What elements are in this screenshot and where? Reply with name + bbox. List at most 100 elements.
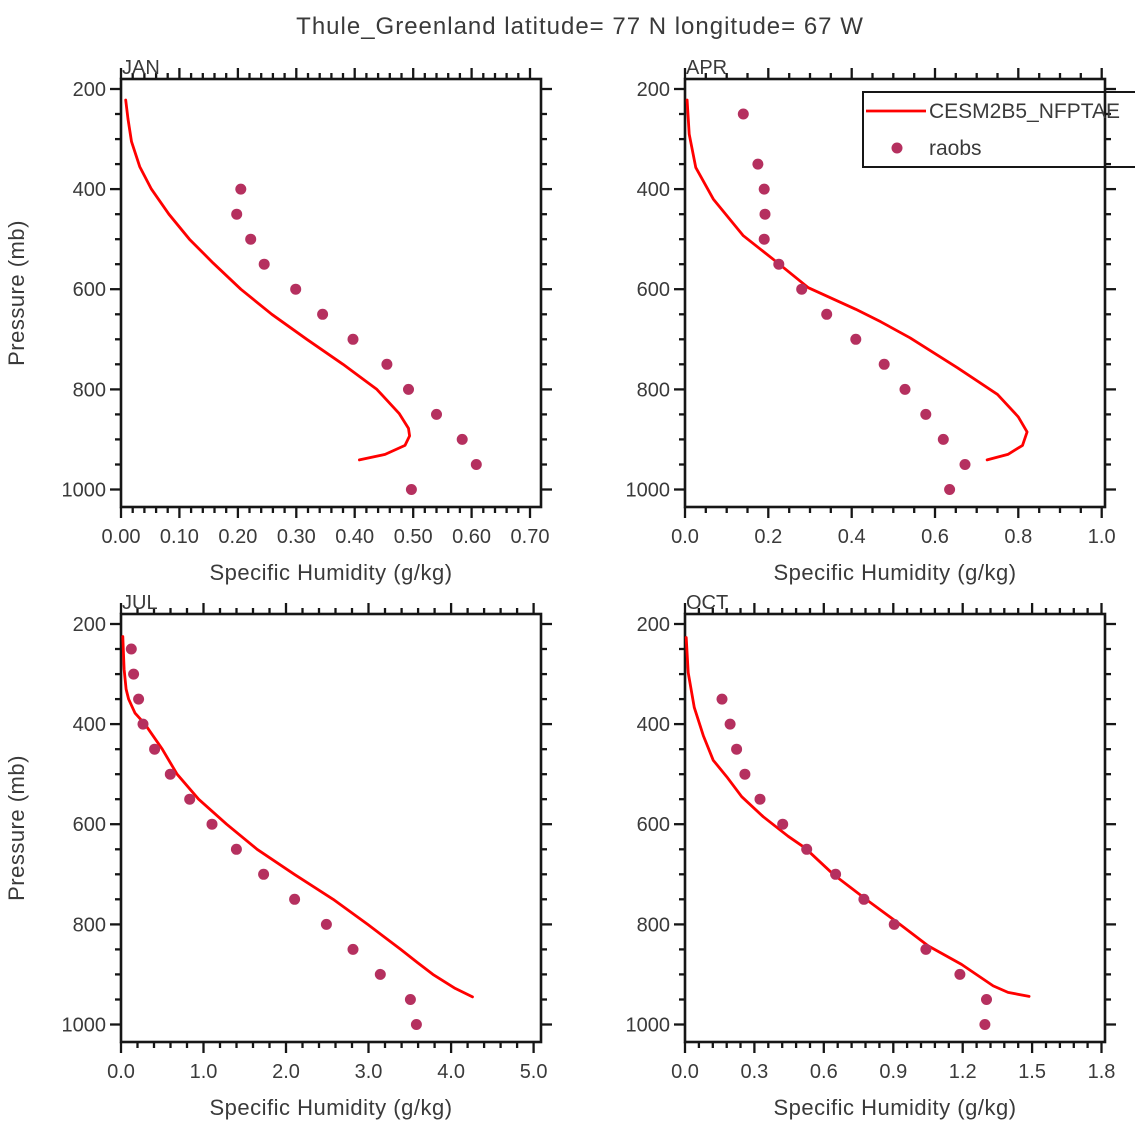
raobs-point: [858, 893, 870, 905]
x-tick-label: 1.0: [190, 1061, 218, 1083]
x-tick-label: 0.60: [452, 526, 491, 548]
y-tick-label: 400: [637, 714, 670, 736]
raobs-point: [830, 868, 842, 880]
model-line-apr: [685, 98, 1029, 462]
y-tick-label: 600: [637, 814, 670, 836]
raobs-point: [878, 358, 890, 370]
panel-month-label: JUL: [122, 592, 158, 614]
raobs-point: [920, 408, 932, 420]
y-tick-label: 800: [637, 914, 670, 936]
raobs-point: [206, 818, 218, 830]
raobs-point: [899, 383, 911, 395]
raobs-point: [754, 793, 766, 805]
y-tick-label: 1000: [626, 1015, 671, 1037]
x-axis-title: Specific Humidity (g/kg): [209, 560, 452, 585]
x-tick-label: 0.50: [394, 526, 433, 548]
raobs-point: [959, 459, 971, 470]
panel-apr: 200 400 600 800 1000 0.0 0.2 0.4 0.6 0.8 1.0 APR Spe…: [626, 57, 1116, 585]
raobs-point: [410, 1019, 422, 1030]
raobs-point: [125, 643, 137, 655]
x-tick-label: 0.0: [107, 1061, 135, 1083]
x-tick-label: 0.40: [335, 526, 374, 548]
x-tick-label: 0.2: [754, 526, 782, 548]
x-tick-label: 0.6: [810, 1061, 838, 1083]
raobs-point: [758, 233, 770, 245]
x-tick-label: 5.0: [520, 1061, 548, 1083]
raobs-point: [317, 308, 329, 320]
raobs-point: [716, 693, 728, 705]
panels-group: 200 400 600 800 1000 0.00 0.10 0.20 0.30 0.40 0.50…: [62, 57, 1116, 1120]
raobs-point: [431, 408, 442, 420]
x-tick-label: 0.3: [740, 1061, 768, 1083]
panel-month-label: APR: [686, 57, 727, 79]
raobs-point: [737, 108, 749, 120]
y-tick-label: 400: [73, 179, 106, 201]
y-tick-label: 800: [637, 379, 670, 401]
x-tick-label: 1.2: [949, 1061, 977, 1083]
raobs-point: [128, 668, 140, 680]
x-tick-label: 0.70: [511, 526, 550, 548]
raobs-point: [164, 768, 176, 780]
model-line-jul: [121, 635, 474, 999]
raobs-point: [796, 283, 808, 295]
y-tick-label: 1000: [62, 1015, 107, 1037]
legend-box: [862, 91, 1135, 168]
y-tick-label: 200: [73, 79, 106, 101]
y-tick-label: 600: [637, 279, 670, 301]
panel-jan: 200 400 600 800 1000 0.00 0.10 0.20 0.30 0.40 0.50…: [62, 57, 552, 585]
raobs-point: [777, 818, 789, 830]
raobs-point: [405, 484, 417, 495]
x-axis-title: Specific Humidity (g/kg): [773, 560, 1016, 585]
raobs-point: [850, 333, 862, 345]
y-tick-label: 400: [73, 714, 106, 736]
raobs-point: [347, 333, 359, 345]
y-tick-label: 1000: [626, 480, 671, 502]
raobs-point: [944, 484, 956, 495]
raobs-point: [235, 183, 247, 195]
raobs-point: [149, 743, 161, 755]
y-tick-label: 600: [73, 279, 106, 301]
y-tick-label: 200: [637, 614, 670, 636]
raobs-point: [137, 718, 149, 730]
y-tick-label: 600: [73, 814, 106, 836]
raobs-point: [290, 283, 302, 295]
plot-frame: [683, 77, 1107, 509]
raobs-point: [739, 768, 751, 780]
raobs-point: [731, 743, 743, 755]
raobs-point: [347, 943, 359, 955]
raobs-point: [133, 693, 145, 705]
x-tick-label: 0.0: [671, 526, 699, 548]
x-tick-label: 4.0: [437, 1061, 465, 1083]
raobs-point: [759, 208, 771, 220]
raobs-point: [920, 943, 932, 955]
raobs-point: [801, 843, 813, 855]
x-tick-label: 0.20: [218, 526, 257, 548]
raobs-point: [404, 994, 416, 1005]
x-tick-label: 2.0: [272, 1061, 300, 1083]
y-tick-label: 1000: [62, 480, 107, 502]
panel-jul: 200 400 600 800 1000 0.0 1.0 2.0 3.0 4.0 5.0 JUL Spe…: [62, 592, 552, 1120]
x-tick-label: 0.00: [102, 526, 141, 548]
legend-label-model: CESM2B5_NFPTAE: [929, 100, 1120, 123]
plot-frame: [119, 612, 543, 1044]
figure-title: Thule_Greenland latitude= 77 N longitude…: [296, 13, 864, 40]
raobs-point: [245, 233, 257, 245]
raobs-point: [258, 258, 270, 270]
x-tick-label: 0.10: [160, 526, 199, 548]
plot-frame: [119, 77, 543, 509]
x-axis-title: Specific Humidity (g/kg): [773, 1095, 1016, 1120]
raobs-point: [403, 383, 414, 395]
raobs-point: [821, 308, 833, 320]
raobs-point: [773, 258, 785, 270]
raobs-point: [258, 868, 270, 880]
raobs-point: [981, 994, 992, 1005]
x-tick-label: 0.8: [1004, 526, 1032, 548]
y-tick-label: 800: [73, 914, 106, 936]
raobs-point: [289, 893, 301, 905]
raobs-point: [230, 843, 242, 855]
y-axis-title-top: Pressure (mb): [4, 220, 29, 366]
raobs-point: [724, 718, 736, 730]
legend-label-raobs: raobs: [929, 137, 982, 160]
